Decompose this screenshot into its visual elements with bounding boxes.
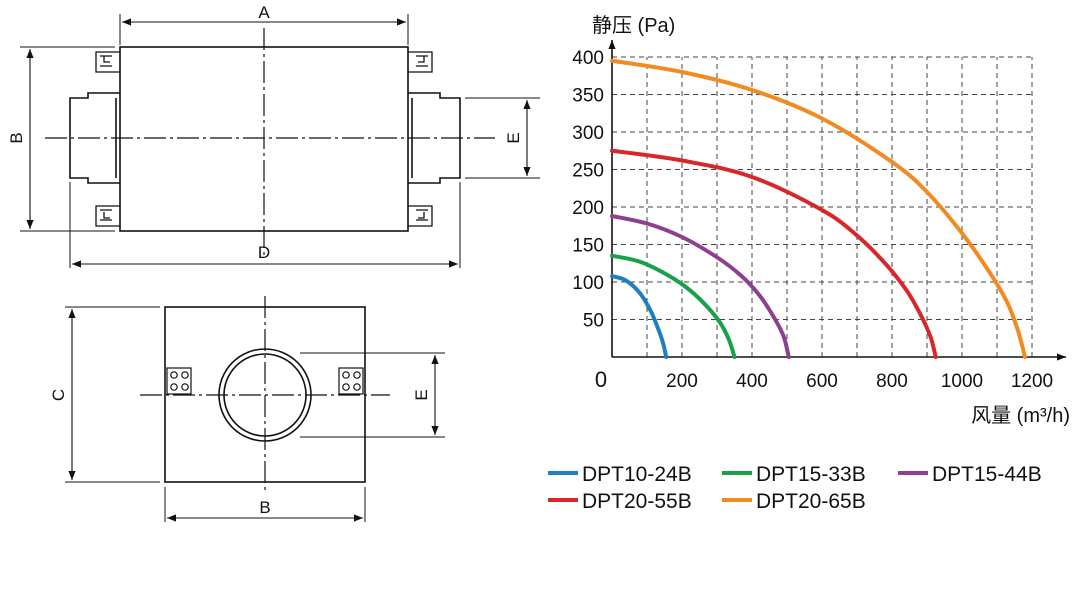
series-curve-dpt20-55b bbox=[610, 148, 938, 359]
legend-label: DPT10-24B bbox=[582, 463, 692, 486]
legend-item-dpt20-55b: DPT20-55B bbox=[548, 490, 692, 513]
x-tick-label: 400 bbox=[736, 371, 768, 392]
left-duct bbox=[69, 92, 120, 184]
end-view-drawing bbox=[65, 296, 445, 522]
y-tick-label: 300 bbox=[572, 123, 604, 144]
y-tick-label: 50 bbox=[583, 311, 604, 332]
series-curve-dpt15-44b bbox=[610, 214, 791, 359]
x-axis-title: 风量 (m³/h) bbox=[971, 405, 1070, 427]
x-tick-label: 200 bbox=[666, 371, 698, 392]
end-bracket-left bbox=[166, 367, 192, 395]
side-view-drawing bbox=[20, 14, 540, 268]
series-curve-dpt20-65b bbox=[610, 58, 1027, 359]
legend-label: DPT15-33B bbox=[756, 463, 866, 486]
legend-item-dpt20-65b: DPT20-65B bbox=[722, 490, 866, 513]
legend-item-dpt10-24b: DPT10-24B bbox=[548, 463, 692, 486]
y-axis-title: 静压 (Pa) bbox=[592, 14, 675, 37]
chart-curves bbox=[610, 58, 1027, 359]
performance-chart: 50 100 150 200 250 300 350 400 0 200 400 600 800 1000… bbox=[548, 14, 1070, 513]
bracket-bottom-left bbox=[95, 205, 120, 227]
series-curve-dpt15-33b bbox=[610, 253, 737, 359]
dim-label-b-end: B bbox=[259, 498, 270, 517]
legend-item-dpt15-33b: DPT15-33B bbox=[722, 463, 866, 486]
legend-label: DPT20-65B bbox=[756, 490, 866, 513]
chart-axes bbox=[608, 40, 1066, 361]
y-tick-label: 400 bbox=[572, 48, 604, 69]
y-tick-label: 350 bbox=[572, 86, 604, 107]
end-bracket-right bbox=[338, 367, 364, 395]
x-tick-label: 800 bbox=[876, 371, 908, 392]
x-tick-label: 0 bbox=[595, 367, 607, 392]
dim-label-d: D bbox=[258, 243, 270, 262]
y-tick-label: 200 bbox=[572, 198, 604, 219]
x-tick-label: 1000 bbox=[941, 371, 983, 392]
legend-item-dpt15-44b: DPT15-44B bbox=[898, 463, 1042, 486]
legend-label: DPT20-55B bbox=[582, 490, 692, 513]
series-curve-dpt10-24b bbox=[610, 274, 669, 359]
legend-label: DPT15-44B bbox=[932, 463, 1042, 486]
x-tick-label: 600 bbox=[806, 371, 838, 392]
dim-label-c: C bbox=[49, 389, 68, 401]
dim-label-e-end: E bbox=[412, 389, 431, 400]
bracket-top-right bbox=[408, 51, 433, 73]
dim-label-a: A bbox=[258, 3, 270, 22]
dim-label-b-side: B bbox=[7, 132, 26, 143]
chart-tick-labels: 50 100 150 200 250 300 350 400 0 200 400 600 800 1000… bbox=[572, 48, 1053, 392]
x-tick-label: 1200 bbox=[1011, 371, 1053, 392]
chart-grid bbox=[612, 56, 1033, 357]
y-tick-label: 250 bbox=[572, 161, 604, 182]
bracket-bottom-right bbox=[408, 205, 433, 227]
y-tick-label: 150 bbox=[572, 236, 604, 257]
dim-label-e-side: E bbox=[504, 132, 523, 143]
bracket-top-left bbox=[95, 51, 120, 73]
y-tick-label: 100 bbox=[572, 273, 604, 294]
chart-legend: DPT10-24B DPT15-33B DPT15-44B DPT20-55B DPT2… bbox=[548, 463, 1042, 513]
